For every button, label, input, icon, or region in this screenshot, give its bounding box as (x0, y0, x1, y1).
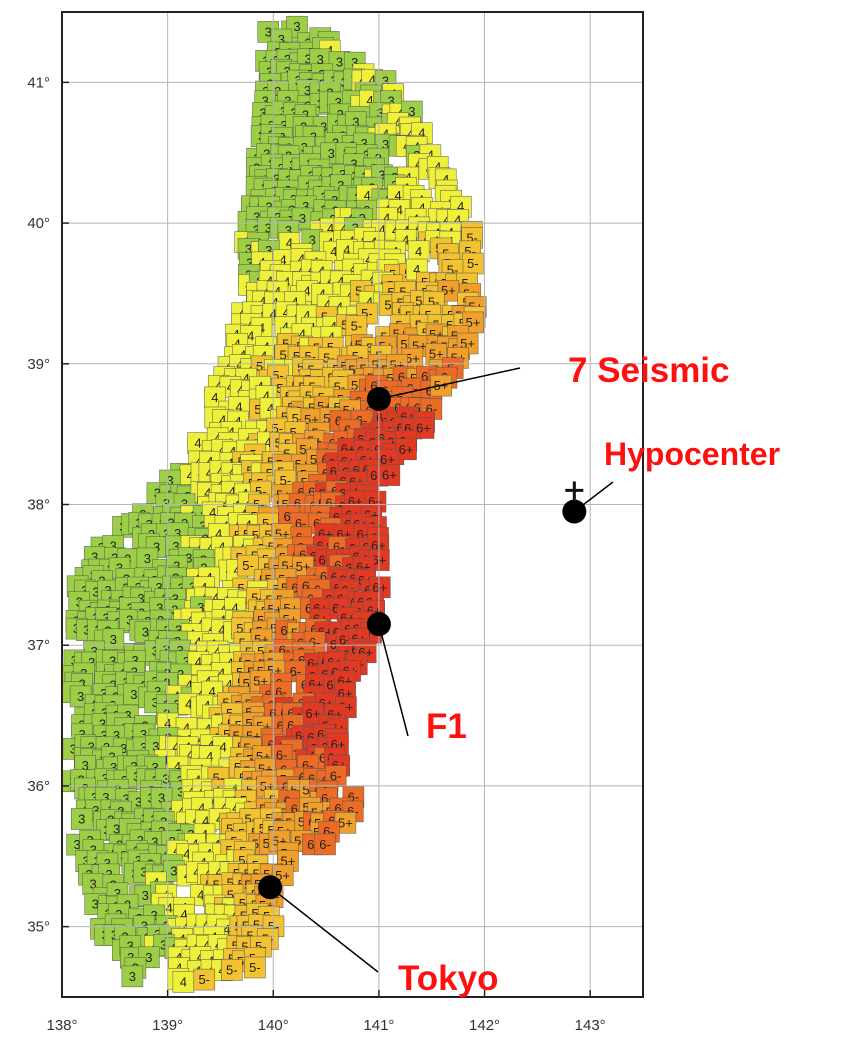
svg-text:4: 4 (415, 244, 422, 259)
svg-text:3: 3 (162, 771, 169, 786)
svg-text:5-: 5- (242, 558, 254, 573)
lat-tick-label: 39° (27, 356, 50, 373)
intensity-cell: 3 (70, 808, 93, 830)
tokyo-label: Tokyo (398, 959, 498, 998)
lat-tick-label: 35° (27, 919, 50, 936)
svg-text:3: 3 (336, 54, 343, 69)
intensity-cell: 6+ (412, 417, 435, 439)
intensity-cell: 4 (172, 971, 195, 993)
lat-tick-label: 38° (27, 497, 50, 514)
svg-text:3: 3 (130, 687, 137, 702)
lon-tick-label: 143° (575, 1017, 606, 1034)
svg-text:6-: 6- (319, 837, 331, 852)
intensity-cell: 5+ (437, 279, 460, 302)
svg-text:3: 3 (110, 632, 117, 647)
svg-text:3: 3 (328, 146, 335, 161)
lat-tick-label: 41° (27, 74, 50, 91)
svg-text:3: 3 (299, 211, 306, 226)
svg-text:6+: 6+ (382, 468, 397, 483)
lat-tick-label: 37° (27, 637, 50, 654)
intensity-cell: 6+ (378, 464, 401, 486)
svg-text:3: 3 (78, 812, 85, 827)
svg-text:4: 4 (211, 390, 218, 405)
svg-text:3: 3 (170, 863, 177, 878)
svg-text:5-: 5- (351, 319, 363, 334)
svg-text:5-: 5- (467, 256, 479, 271)
lat-tick-label: 36° (27, 778, 50, 795)
intensity-cell: 5- (345, 315, 368, 337)
tokyo-leader-line (269, 886, 379, 973)
intensity-cell: 5- (244, 956, 266, 979)
svg-text:5-: 5- (199, 972, 211, 987)
tokyo-dot (258, 875, 283, 900)
svg-text:3: 3 (145, 950, 152, 965)
hypocenter-label: Hypocenter (604, 436, 780, 472)
intensity-cell: 6+ (369, 576, 391, 599)
svg-text:3: 3 (293, 19, 300, 34)
svg-text:3: 3 (129, 969, 136, 984)
f1-label: F1 (426, 707, 467, 746)
svg-text:4: 4 (166, 900, 173, 915)
f1-leader-line (378, 623, 409, 737)
svg-text:5-: 5- (226, 962, 238, 977)
seismic-7-dot (366, 386, 391, 411)
lon-tick-label: 142° (469, 1017, 500, 1034)
intensity-cell: 3 (102, 628, 125, 651)
intensity-cells: 3333333333343333333333333343333333344333… (61, 15, 487, 993)
svg-text:4: 4 (220, 740, 227, 755)
svg-text:3: 3 (142, 888, 149, 903)
intensity-cell: 5- (462, 252, 484, 275)
svg-text:3: 3 (144, 551, 151, 566)
lon-tick-label: 140° (258, 1017, 289, 1034)
intensity-cell: 3 (121, 965, 144, 988)
svg-text:5-: 5- (249, 960, 261, 975)
svg-text:4: 4 (247, 329, 254, 344)
lon-tick-label: 141° (363, 1017, 394, 1034)
svg-text:5+: 5+ (338, 815, 353, 830)
hypocenter-dot (562, 499, 587, 524)
lat-tick-label: 40° (27, 215, 50, 232)
hypocenter-marker (565, 481, 584, 500)
svg-text:3: 3 (142, 625, 149, 640)
intensity-cell: 5- (221, 959, 243, 981)
svg-text:4: 4 (194, 436, 201, 451)
svg-text:6+: 6+ (399, 442, 414, 457)
svg-text:3: 3 (77, 689, 84, 704)
svg-text:4: 4 (180, 974, 187, 989)
intensity-cell: 5- (193, 968, 216, 991)
intensity-cell: 6- (314, 833, 336, 856)
lon-tick-label: 139° (152, 1017, 183, 1034)
svg-text:6+: 6+ (305, 706, 320, 721)
svg-text:6+: 6+ (416, 421, 431, 436)
lon-tick-label: 138° (46, 1017, 77, 1034)
f1-dot (366, 612, 391, 637)
intensity-cell: 4 (407, 240, 430, 263)
intensity-cell: 6+ (395, 438, 417, 461)
seismic-7-label: 7 Seismic (568, 351, 730, 390)
